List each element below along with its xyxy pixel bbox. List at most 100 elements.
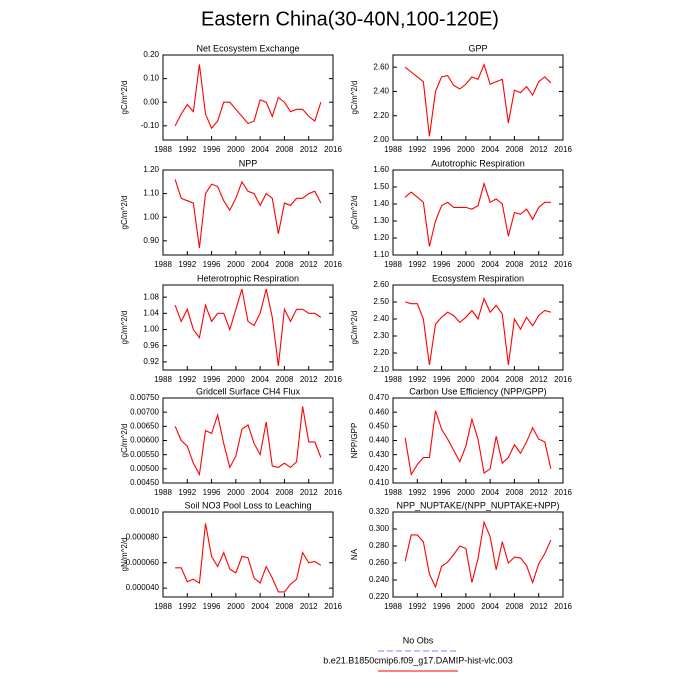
x-tick-label: 2004 — [481, 488, 499, 497]
x-tick-label: 2008 — [276, 375, 294, 384]
plot-frame — [162, 284, 334, 371]
y-tick-label: 0.240 — [369, 575, 390, 584]
y-tick-label: 1.20 — [373, 233, 389, 242]
data-line — [404, 63, 552, 137]
figure-title: Eastern China(30-40N,100-120E) — [201, 8, 499, 30]
x-tick-label: 2016 — [554, 260, 572, 269]
y-tick-label: 2.40 — [373, 87, 389, 96]
x-tick-label: 2008 — [506, 488, 524, 497]
y-axis-label: gC/m^2/d — [350, 196, 359, 230]
x-tick-label: 1992 — [408, 602, 426, 611]
y-tick-label: 0.320 — [369, 507, 390, 516]
legend-label: b.e21.B1850cmip6.f09_g17.DAMIP-hist-vlc.… — [323, 655, 513, 665]
x-tick-label: 1992 — [408, 375, 426, 384]
x-tick-label: 2008 — [276, 602, 294, 611]
y-axis-label: NPP/GPP — [350, 423, 359, 459]
x-tick-label: 2008 — [506, 375, 524, 384]
y-tick-label: 0.00700 — [130, 407, 159, 416]
x-tick-label: 2012 — [300, 488, 318, 497]
x-tick-label: 2004 — [481, 602, 499, 611]
y-tick-label: 2.20 — [373, 348, 389, 357]
y-tick-label: 2.60 — [373, 280, 389, 289]
panel-title: Soil NO3 Pool Loss to Leaching — [184, 500, 311, 510]
x-tick-label: 2012 — [530, 375, 548, 384]
x-tick-label: 2008 — [506, 260, 524, 269]
x-tick-label: 1996 — [203, 260, 221, 269]
x-tick-label: 2008 — [506, 602, 524, 611]
panel-title: NPP_NUPTAKE/(NPP_NUPTAKE+NPP) — [397, 500, 560, 510]
x-tick-label: 2004 — [251, 488, 269, 497]
y-tick-label: 0.00 — [143, 97, 159, 106]
x-tick-label: 1996 — [433, 145, 451, 154]
plot-frame — [162, 397, 334, 484]
data-line — [404, 410, 552, 477]
y-tick-label: -0.10 — [141, 121, 160, 130]
x-tick-label: 1996 — [433, 375, 451, 384]
x-tick-label: 2016 — [324, 145, 342, 154]
y-tick-label: 1.00 — [143, 325, 159, 334]
x-tick-label: 1996 — [433, 488, 451, 497]
panel-title: Gridcell Surface CH4 Flux — [196, 386, 301, 396]
y-tick-label: 2.50 — [373, 297, 389, 306]
x-tick-label: 1992 — [178, 145, 196, 154]
y-tick-label: 2.20 — [373, 111, 389, 120]
panel-title: NPP — [239, 158, 258, 168]
y-tick-label: 1.20 — [143, 165, 159, 174]
y-tick-label: 1.10 — [143, 189, 159, 198]
x-tick-label: 2012 — [300, 260, 318, 269]
x-tick-label: 2016 — [554, 488, 572, 497]
y-axis-label: gC/m^2/d — [120, 424, 129, 458]
x-tick-label: 1992 — [178, 260, 196, 269]
y-tick-label: 0.300 — [369, 524, 390, 533]
data-line — [404, 520, 552, 589]
x-tick-label: 2004 — [251, 145, 269, 154]
y-tick-label: 0.90 — [143, 236, 159, 245]
x-tick-label: 1992 — [408, 145, 426, 154]
x-tick-label: 2016 — [324, 260, 342, 269]
x-tick-label: 1988 — [384, 488, 402, 497]
x-tick-label: 2016 — [324, 375, 342, 384]
y-tick-label: 1.10 — [373, 250, 389, 259]
x-tick-label: 2004 — [251, 260, 269, 269]
y-axis-label: gC/m^2/d — [120, 81, 129, 115]
y-tick-label: 0.440 — [369, 436, 390, 445]
x-tick-label: 2016 — [554, 145, 572, 154]
plot-frame — [162, 511, 334, 598]
y-axis-label: gN/m^2/d — [120, 538, 129, 572]
x-tick-label: 1988 — [154, 602, 172, 611]
y-axis-label: gC/m^2/d — [350, 81, 359, 115]
y-tick-label: 0.280 — [369, 541, 390, 550]
y-tick-label: 0.220 — [369, 592, 390, 601]
y-tick-label: 1.40 — [373, 199, 389, 208]
y-tick-label: 0.00550 — [130, 450, 159, 459]
x-tick-label: 2012 — [530, 488, 548, 497]
x-tick-label: 2004 — [481, 145, 499, 154]
x-tick-label: 2000 — [227, 602, 245, 611]
data-line — [174, 179, 322, 248]
plot-frame — [392, 511, 564, 598]
x-tick-label: 1996 — [433, 602, 451, 611]
x-tick-label: 2016 — [554, 375, 572, 384]
y-tick-label: 0.00450 — [130, 478, 159, 487]
x-tick-label: 1996 — [203, 375, 221, 384]
y-axis-label: gC/m^2/d — [350, 311, 359, 345]
x-tick-label: 2004 — [251, 375, 269, 384]
y-tick-label: 0.00600 — [130, 436, 159, 445]
x-tick-label: 2000 — [457, 375, 475, 384]
x-tick-label: 2004 — [481, 375, 499, 384]
x-tick-label: 1988 — [384, 145, 402, 154]
y-tick-label: 0.00750 — [130, 393, 159, 402]
x-tick-label: 2012 — [530, 145, 548, 154]
x-tick-label: 1988 — [154, 488, 172, 497]
x-tick-label: 2000 — [457, 145, 475, 154]
plot-frame — [162, 169, 334, 256]
x-tick-label: 1988 — [384, 260, 402, 269]
x-tick-label: 2008 — [506, 145, 524, 154]
y-tick-label: 2.10 — [373, 365, 389, 374]
x-tick-label: 1996 — [433, 260, 451, 269]
x-tick-label: 2012 — [530, 602, 548, 611]
y-tick-label: 0.470 — [369, 393, 390, 402]
y-tick-label: 1.30 — [373, 216, 389, 225]
x-tick-label: 2012 — [530, 260, 548, 269]
x-tick-label: 2012 — [300, 602, 318, 611]
